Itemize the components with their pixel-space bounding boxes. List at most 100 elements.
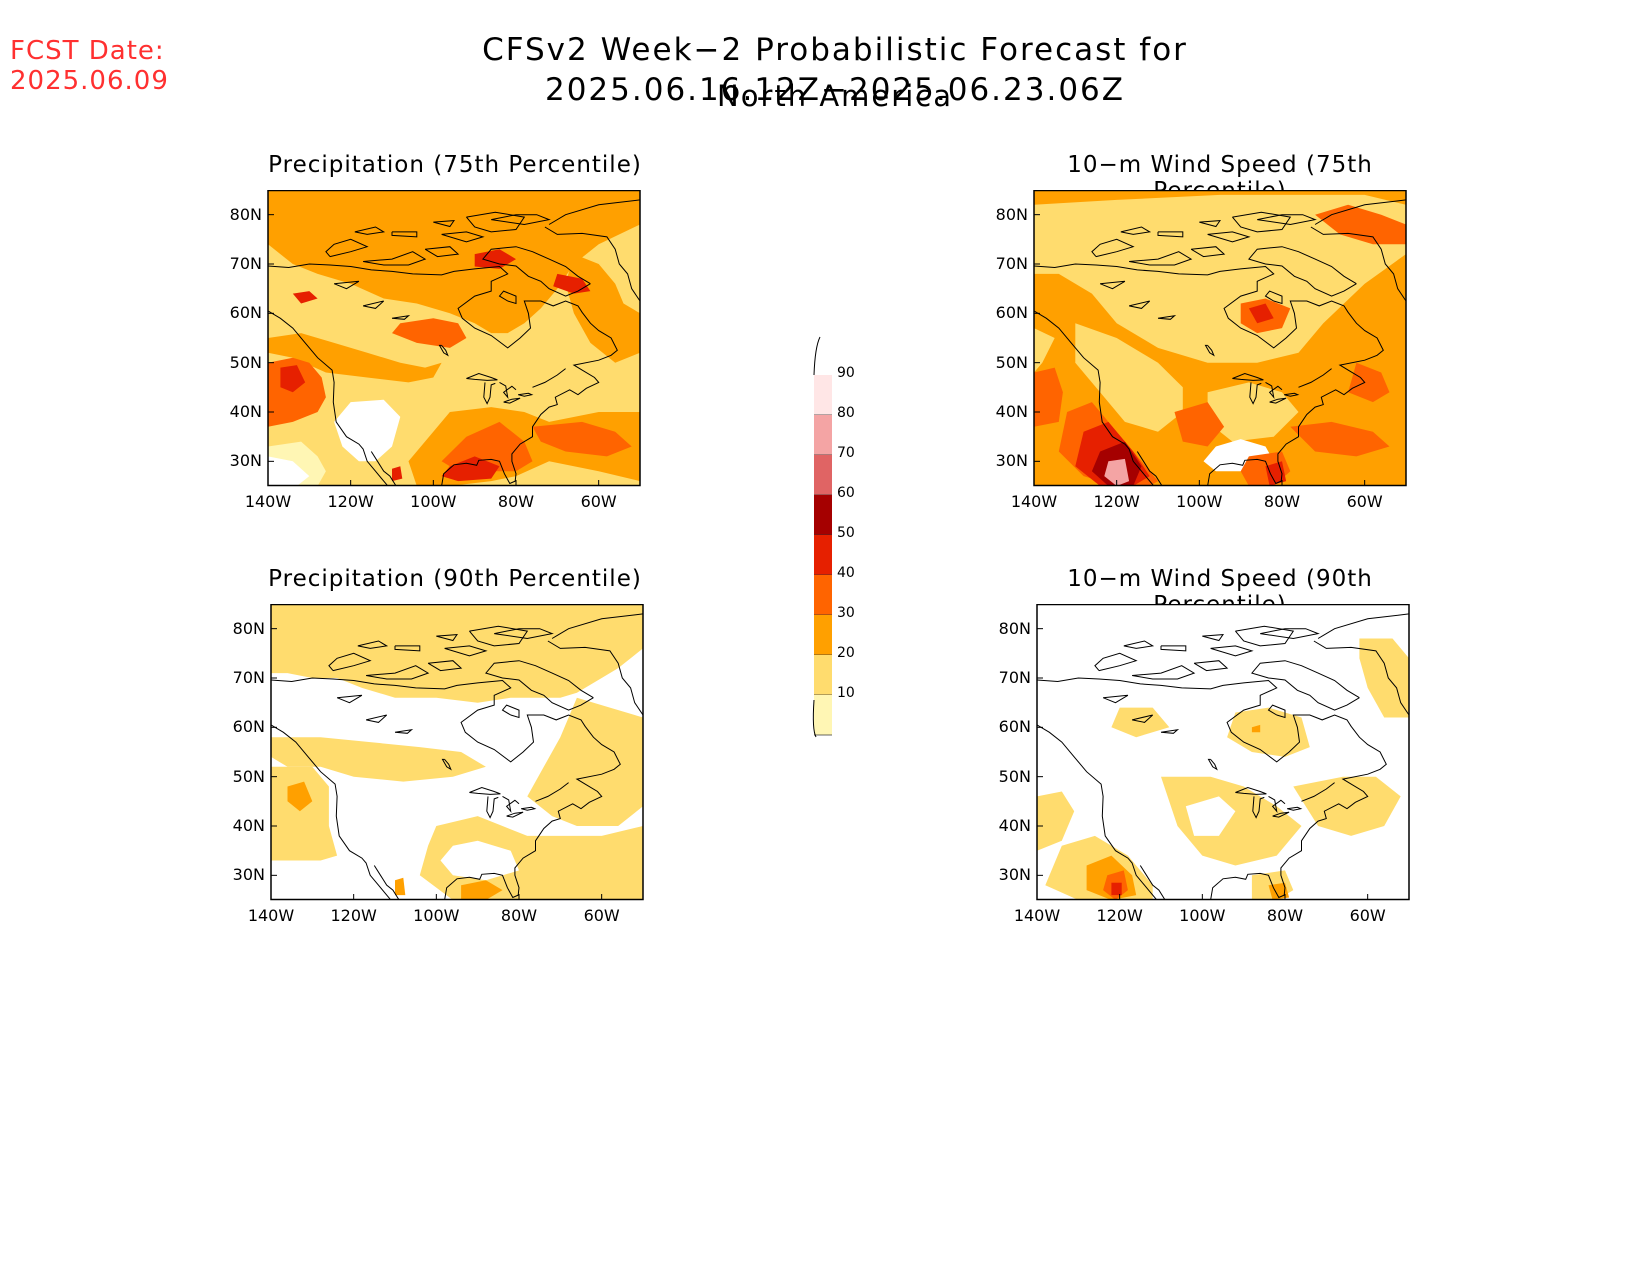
lat-label: 60N <box>998 717 1031 737</box>
lake-winnipeg <box>441 758 452 771</box>
coastline-greenland-north <box>1314 199 1406 225</box>
probability-region <box>392 318 467 348</box>
island-southampton <box>498 290 517 305</box>
coastline-baja <box>1139 865 1166 900</box>
probability-region <box>532 421 632 457</box>
page-subtitle: North America <box>717 79 953 113</box>
probability-region <box>441 421 533 472</box>
probability-region <box>565 254 640 363</box>
map-frame <box>1036 604 1410 901</box>
colorbar-swatch <box>814 495 832 535</box>
probability-region <box>1161 776 1302 866</box>
lat-label: 50N <box>998 766 1031 786</box>
arctic-island <box>444 645 488 657</box>
lat-label: 70N <box>229 254 262 273</box>
colorbar-swatch <box>814 695 832 735</box>
coastline-greenland-north <box>1317 613 1409 639</box>
lake-winnipeg <box>1207 758 1218 771</box>
lake-winnipeg <box>438 344 449 357</box>
arctic-island <box>1091 238 1135 258</box>
lon-label: 80W <box>1263 492 1301 511</box>
lat-label: 30N <box>232 865 265 885</box>
coastline-east-arctic <box>271 677 621 900</box>
probability-region <box>419 816 643 900</box>
coastline-east-arctic <box>268 263 618 486</box>
arctic-island <box>325 238 369 258</box>
lake-athabasca <box>391 315 411 320</box>
probability-region <box>334 399 401 462</box>
lat-label: 40N <box>998 816 1031 835</box>
map-precip-90 <box>269 604 645 902</box>
island-southampton <box>1264 290 1283 305</box>
coastline-baja <box>1136 451 1163 486</box>
map-wind-75 <box>1032 190 1408 488</box>
coastline-greenland-west <box>1313 640 1409 716</box>
probability-region <box>268 456 310 486</box>
arctic-island <box>1157 231 1184 238</box>
probability-region <box>1290 421 1390 457</box>
lat-label: 30N <box>998 865 1031 885</box>
lon-label: 120W <box>1096 906 1143 925</box>
arctic-island <box>1190 246 1226 258</box>
coastline-greenland-north <box>551 613 643 639</box>
arctic-island <box>394 645 421 652</box>
st-lawrence <box>1301 782 1335 802</box>
probability-region <box>1359 638 1409 718</box>
lake-erie <box>1269 397 1287 404</box>
probability-region <box>271 737 486 782</box>
lat-label: 80N <box>995 204 1028 224</box>
coastline-baja <box>370 451 397 486</box>
lon-label: 100W <box>413 906 460 925</box>
lake-erie <box>503 397 521 404</box>
coastline-west <box>1037 724 1158 900</box>
great-slave-lake <box>362 300 385 309</box>
lat-label: 50N <box>229 352 262 372</box>
map-content <box>1037 604 1409 900</box>
arctic-island <box>1235 625 1295 647</box>
map-canvas <box>1036 604 1410 901</box>
lon-label: 80W <box>500 906 538 925</box>
arctic-island <box>427 660 463 672</box>
colorbar-label: 20 <box>837 645 855 661</box>
lat-label: 60N <box>995 303 1028 323</box>
lake-superior <box>469 786 501 795</box>
probability-region <box>395 877 406 896</box>
island-baffin <box>482 246 591 297</box>
probability-region <box>1207 382 1299 442</box>
great-bear-lake <box>1102 694 1129 704</box>
lake-athabasca <box>1157 315 1177 320</box>
lat-label: 60N <box>229 303 262 323</box>
probability-region <box>1111 882 1122 896</box>
arctic-island <box>1260 628 1320 640</box>
colorbar-swatch <box>814 575 832 615</box>
probability-region <box>292 291 318 304</box>
lake-erie <box>1272 811 1290 818</box>
forecast-date-value: 2025.06.09 <box>10 66 169 96</box>
arctic-island <box>436 634 459 642</box>
lake-superior <box>1235 786 1267 795</box>
lake-michigan <box>483 382 496 405</box>
forecast-date-label: FCST Date: <box>10 36 165 66</box>
colorbar-label: 90 <box>837 365 855 381</box>
map-frame <box>1033 190 1407 487</box>
great-slave-lake <box>1128 300 1151 309</box>
map-canvas <box>1033 190 1407 487</box>
island-baffin <box>1248 246 1357 297</box>
lake-athabasca <box>394 729 414 734</box>
colorbar-swatch <box>814 415 832 455</box>
lake-superior <box>466 372 498 381</box>
lake-ontario <box>1286 806 1303 811</box>
island-baffin <box>485 660 594 711</box>
lat-label: 50N <box>995 352 1028 372</box>
colorbar-label: 50 <box>837 525 855 541</box>
coastline-greenland-west <box>1310 226 1406 302</box>
great-bear-lake <box>336 694 363 704</box>
great-slave-lake <box>1131 714 1154 723</box>
lat-label: 80N <box>229 204 262 224</box>
lon-label: 140W <box>1010 492 1058 511</box>
probability-region <box>1075 323 1183 432</box>
map-frame <box>270 604 644 901</box>
colorbar-label: 80 <box>837 405 855 421</box>
coastline-west <box>1034 310 1155 486</box>
probability-region <box>287 781 313 812</box>
